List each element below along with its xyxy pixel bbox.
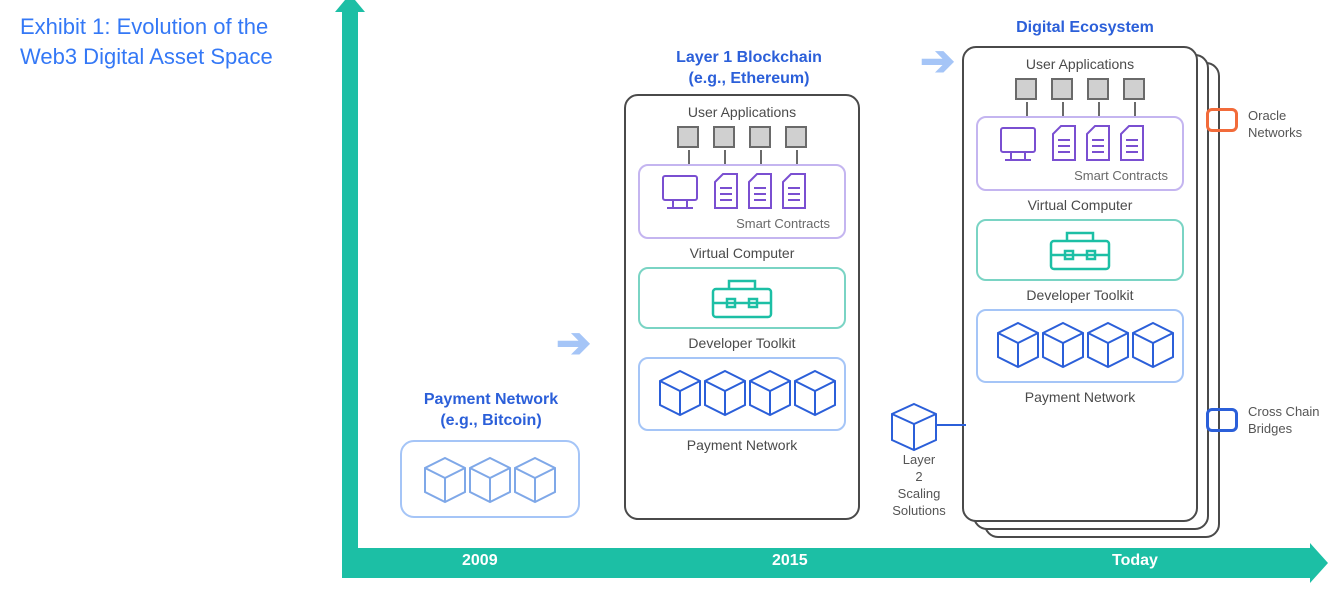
arrow-1-icon: ➔ bbox=[556, 318, 591, 367]
bridge-badge-icon bbox=[1206, 408, 1238, 432]
s2-virtual-label: Virtual Computer bbox=[626, 245, 858, 261]
app-squares-icon bbox=[964, 78, 1196, 100]
s2-dev-box bbox=[638, 267, 846, 329]
oracle-label: Oracle Networks bbox=[1248, 108, 1318, 142]
stage1-title: Payment Network(e.g., Bitcoin) bbox=[406, 390, 576, 432]
x-tick-2009: 2009 bbox=[462, 552, 498, 570]
s3-dev-label: Developer Toolkit bbox=[964, 287, 1196, 303]
s3-pay-label: Payment Network bbox=[964, 389, 1196, 405]
oracle-badge-icon bbox=[1206, 108, 1238, 132]
x-axis: 2009 2015 Today bbox=[342, 548, 1312, 578]
layer2-connector bbox=[936, 424, 966, 426]
s2-smart-label: Smart Contracts bbox=[648, 216, 836, 231]
stage2-title: Layer 1 Blockchain(e.g., Ethereum) bbox=[664, 48, 834, 90]
s2-smart-box: Smart Contracts bbox=[638, 164, 846, 239]
y-axis bbox=[342, 8, 358, 548]
stage2-card: User Applications Smart Contracts Virtua… bbox=[624, 94, 860, 520]
stage3-title: Digital Ecosystem bbox=[1000, 18, 1170, 39]
s3-smart-box: Smart Contracts bbox=[976, 116, 1184, 191]
app-squares-icon bbox=[626, 126, 858, 148]
stage3-card: User Applications Smart Contracts Virtua… bbox=[962, 46, 1198, 522]
s3-userapps-label: User Applications bbox=[964, 56, 1196, 72]
bridge-label: Cross Chain Bridges bbox=[1248, 404, 1328, 438]
x-tick-today: Today bbox=[1112, 552, 1158, 570]
s2-pay-box bbox=[638, 357, 846, 431]
cubes-icon bbox=[402, 452, 578, 506]
stage1-card bbox=[400, 440, 580, 518]
s2-pay-label: Payment Network bbox=[626, 437, 858, 453]
y-axis-label: Speed / Efficiency bbox=[318, 71, 334, 200]
arrow-2-icon: ➔ bbox=[920, 36, 955, 85]
s2-userapps-label: User Applications bbox=[626, 104, 858, 120]
toolbox-icon bbox=[707, 275, 777, 321]
exhibit-title: Exhibit 1: Evolution of the Web3 Digital… bbox=[20, 12, 280, 71]
x-tick-2015: 2015 bbox=[772, 552, 808, 570]
s3-pay-box bbox=[976, 309, 1184, 383]
smart-icons bbox=[657, 172, 827, 212]
cubes-icon bbox=[648, 365, 838, 423]
layer2-cube-icon bbox=[890, 402, 946, 454]
s3-virtual-label: Virtual Computer bbox=[964, 197, 1196, 213]
s2-dev-label: Developer Toolkit bbox=[626, 335, 858, 351]
s3-smart-label: Smart Contracts bbox=[986, 168, 1174, 183]
layer2-label: Layer2ScalingSolutions bbox=[884, 452, 954, 520]
s3-dev-box bbox=[976, 219, 1184, 281]
